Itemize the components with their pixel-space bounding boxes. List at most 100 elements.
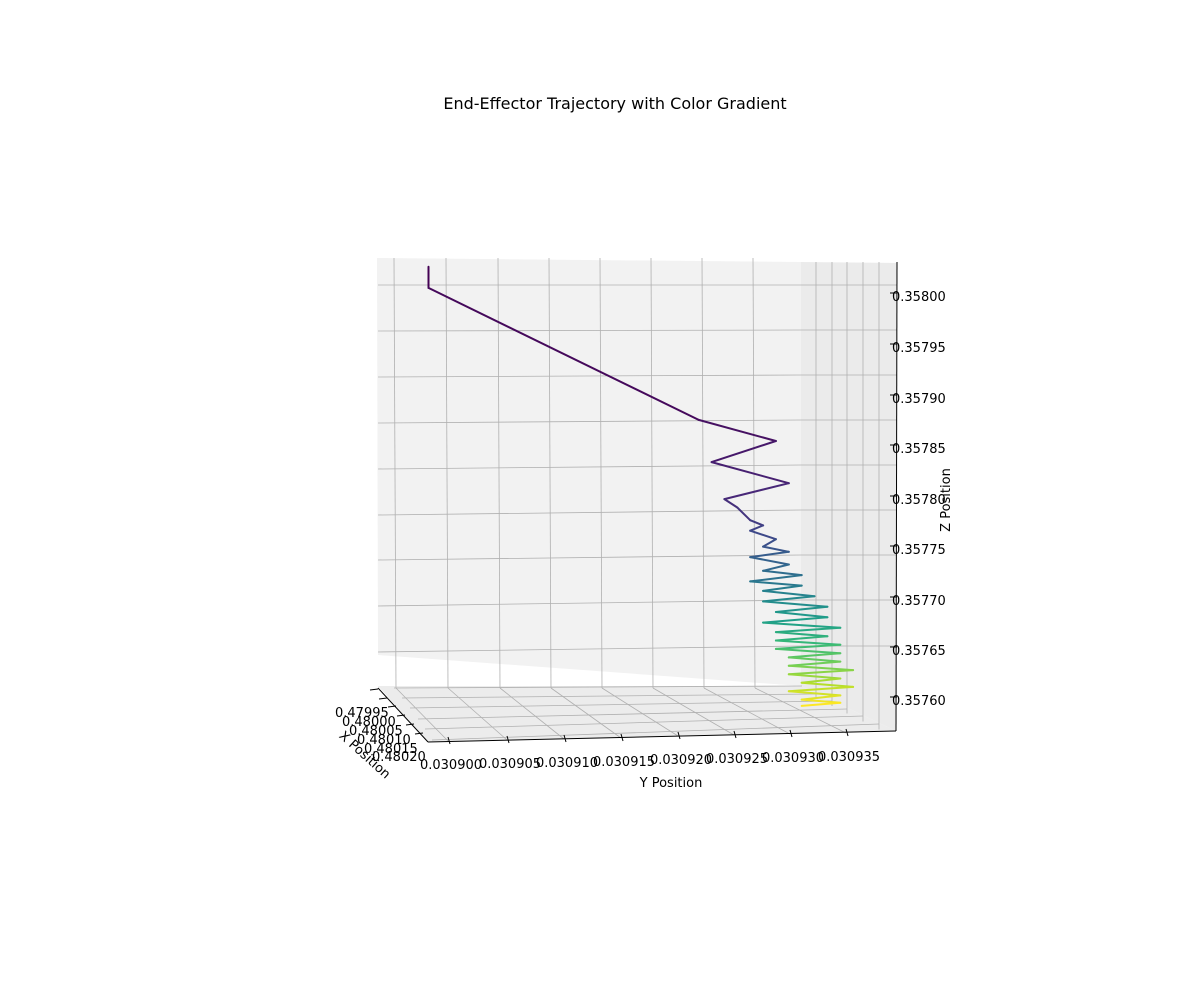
trajectory-segment	[774, 643, 842, 650]
trajectory-segment	[762, 589, 816, 598]
grid-line	[377, 554, 802, 561]
axes-panes	[377, 258, 897, 742]
trajectory-segment	[787, 660, 842, 667]
grid-line	[417, 708, 848, 720]
y-tick-label: 0.030900	[420, 758, 482, 773]
z-tick-label: 0.35765	[892, 644, 946, 659]
y-tick-label: 0.030905	[479, 757, 541, 772]
trajectory-segment	[787, 669, 855, 676]
y-axis-label: Y Position	[639, 776, 703, 791]
trajectory-segment	[710, 440, 777, 464]
grid-line	[409, 700, 833, 709]
z-tick-label: 0.35800	[892, 290, 946, 305]
x-tick	[369, 688, 379, 691]
grid-line	[377, 509, 802, 516]
trajectory-segment	[787, 690, 842, 697]
trajectory-segment	[800, 694, 842, 701]
trajectory-segment	[762, 538, 777, 548]
trajectory-segment	[787, 652, 842, 659]
trajectory-segment	[787, 656, 842, 663]
grid-line	[424, 715, 864, 730]
y-tick	[447, 736, 451, 745]
grid-line	[377, 374, 802, 378]
trajectory-segment	[787, 664, 855, 672]
x-tick-label: 0.48020	[372, 750, 426, 765]
side-pane	[801, 262, 897, 731]
x-tick	[414, 732, 424, 735]
grid-line	[395, 687, 449, 742]
z-tick-label: 0.35760	[892, 694, 946, 709]
y-tick-label: 0.030915	[593, 755, 655, 770]
trajectory-segment	[749, 524, 765, 532]
grid-line	[548, 257, 552, 689]
x-tick	[378, 697, 388, 700]
x-tick-label: 0.48015	[364, 742, 418, 757]
trajectory-segment	[723, 498, 739, 509]
trajectory-segment	[762, 600, 829, 608]
trajectory-segment	[774, 647, 842, 655]
trajectory-segment	[787, 685, 855, 693]
trajectory-segment	[749, 556, 790, 566]
z-tick-label: 0.35795	[892, 341, 946, 356]
trajectory-segment	[787, 673, 842, 680]
trajectory-segment	[762, 563, 790, 572]
grid-line	[401, 693, 817, 699]
trajectory-segment	[800, 681, 855, 688]
grid-line	[701, 257, 705, 689]
trajectory-segment	[762, 595, 816, 603]
trajectory-segment	[762, 616, 829, 624]
trajectory-segment	[774, 626, 842, 634]
x-tick-label: 0.48000	[342, 715, 396, 730]
z-tick-label: 0.35770	[892, 594, 946, 609]
trajectory-segment	[427, 286, 700, 421]
trajectory-segment	[762, 584, 803, 592]
trajectory-segment	[774, 605, 829, 613]
grid-line	[377, 419, 802, 424]
grid-line	[499, 687, 565, 740]
x-tick-label: 0.47995	[335, 706, 389, 721]
z-tick-label: 0.35790	[892, 392, 946, 407]
x-tick	[405, 723, 415, 726]
trajectory-segment	[800, 701, 842, 707]
trajectory-segment	[749, 550, 790, 559]
z-tick-label: 0.35785	[892, 442, 946, 457]
grid-line	[393, 257, 397, 689]
trajectory-segment	[710, 461, 790, 485]
y-axis-line	[427, 730, 897, 743]
y-tick-label: 0.030920	[650, 753, 712, 768]
z-tick-label: 0.35775	[892, 543, 946, 558]
grid-line	[377, 599, 802, 607]
grid-line	[393, 685, 803, 689]
y-tick	[677, 731, 681, 740]
grid-line	[431, 723, 880, 741]
grid-line	[599, 257, 603, 689]
y-tick	[563, 734, 567, 743]
trajectory-segment	[762, 621, 842, 629]
trajectory-segment	[736, 506, 752, 522]
z-axis-label: Z Position	[939, 468, 954, 532]
trajectory-segment	[762, 569, 803, 577]
grid-line	[497, 257, 501, 689]
trajectory-segment	[774, 631, 829, 638]
y-tick-label: 0.030925	[706, 752, 768, 767]
trajectory-segment	[749, 519, 765, 527]
x-tick	[387, 705, 397, 708]
back-pane	[377, 258, 801, 686]
axis-lines: 0.35760 0.35765 0.35770 0.35775 0.35780 0.357…	[335, 261, 946, 773]
trajectory-segment	[749, 574, 803, 583]
y-tick	[506, 735, 510, 744]
trajectory-segment	[749, 529, 777, 541]
trajectory-segment	[723, 482, 790, 501]
trajectory-segment	[774, 611, 829, 619]
grid-line	[445, 257, 449, 689]
trajectory-segment	[762, 545, 790, 553]
x-tick-label: 0.48010	[357, 733, 411, 748]
y-tick-label: 0.030935	[818, 750, 880, 765]
y-tick	[733, 730, 737, 739]
trajectory-segment	[800, 698, 842, 704]
trajectory-segment	[749, 580, 803, 587]
y-tick-label: 0.030910	[536, 756, 598, 771]
trajectory-segment	[697, 418, 777, 442]
trajectory-segment	[774, 639, 842, 646]
